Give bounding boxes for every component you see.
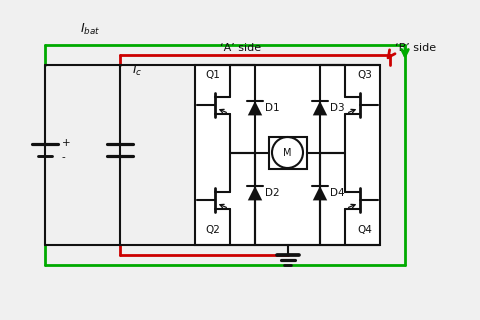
Text: Q2: Q2 xyxy=(205,225,220,235)
Text: Q1: Q1 xyxy=(205,70,220,80)
Polygon shape xyxy=(248,186,262,200)
FancyBboxPatch shape xyxy=(268,137,307,169)
Text: D2: D2 xyxy=(265,188,280,198)
Text: -: - xyxy=(62,152,66,162)
FancyBboxPatch shape xyxy=(195,65,380,245)
Text: M: M xyxy=(283,148,292,157)
Polygon shape xyxy=(313,101,327,116)
Text: $I_{bat}$: $I_{bat}$ xyxy=(80,22,100,37)
Text: D3: D3 xyxy=(330,103,345,113)
Text: D1: D1 xyxy=(265,103,280,113)
Text: ‘B’ side: ‘B’ side xyxy=(395,43,436,53)
Text: D4: D4 xyxy=(330,188,345,198)
Text: Q3: Q3 xyxy=(358,70,372,80)
Polygon shape xyxy=(248,101,262,116)
Polygon shape xyxy=(313,186,327,200)
Text: +: + xyxy=(62,138,71,148)
Text: ‘A’ side: ‘A’ side xyxy=(220,43,261,53)
Text: Q4: Q4 xyxy=(358,225,372,235)
Text: $I_c$: $I_c$ xyxy=(132,62,143,77)
